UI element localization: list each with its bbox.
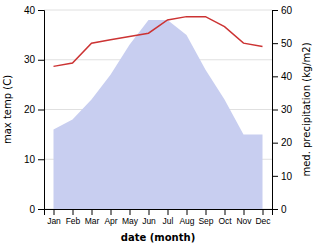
grid-line [44,10,272,11]
tick: Mar [85,209,100,226]
x-axis: Jan Feb Mar Apr MayJun Jul Aug Sep Oct NovDec [45,209,273,226]
tick-label: 20 [24,104,36,115]
tick-label: Feb [66,216,81,226]
y2-axis: 0 10 20 30 40 50 60 [272,5,293,215]
tick-label: May [122,216,139,226]
line [54,17,263,67]
tick-label: Jun [142,216,156,226]
tick: Jun [142,209,156,226]
axis-line [45,210,273,216]
tick-mark [38,209,44,210]
tick: 50 [272,38,293,49]
tick: Jan [47,209,61,226]
tick-mark [92,209,93,215]
axis-line [38,11,45,210]
tick: 20 [24,104,44,115]
tick-label: Jan [47,216,61,226]
axis-line [273,11,279,210]
x-axis-title: date (month) [121,232,195,243]
tick-mark [272,143,278,144]
tick: 40 [272,71,293,82]
tick-mark [272,43,278,44]
tick-label: 0 [29,204,35,215]
tick: 10 [24,154,44,165]
tick: 40 [24,5,44,16]
tick: 20 [272,137,293,148]
tick-label: Oct [218,216,232,226]
tick-mark [38,110,44,111]
tick-label: Mar [85,216,100,226]
tick-mark [130,209,131,215]
y-axis: 0 10 20 30 40 [24,5,45,215]
tick-mark [272,209,278,210]
tick-mark [149,209,150,215]
tick-mark [206,209,207,215]
tick-mark [225,209,226,215]
tick-label: 30 [281,104,293,115]
tick-label: 0 [281,204,287,215]
tick-mark [263,209,264,215]
tick: 0 [29,204,44,215]
tick-mark [272,76,278,77]
tick-label: Sep [198,216,213,226]
tick-mark [38,10,44,11]
tick-label: 40 [24,5,36,16]
tick: Apr [104,209,117,226]
tick: Feb [66,209,81,226]
tick: 10 [272,171,293,182]
marks [54,17,263,209]
tick-mark [272,110,278,111]
tick: May [122,209,139,226]
tick: Nov [236,209,252,226]
y-axis-title: max temp (C) [2,75,13,144]
grid [44,10,272,209]
tick-label: Jul [163,216,174,226]
tick-mark [168,209,169,215]
area [54,20,263,209]
tick-label: Aug [179,216,194,226]
tick-label: Dec [255,216,271,226]
tick-label: Apr [104,216,117,226]
tick-mark [187,209,188,215]
chart: Jan Feb Mar Apr MayJun Jul Aug Sep Oct NovDec 0 10 2… [0,0,318,247]
tick: 0 [272,204,287,215]
tick: Aug [179,209,194,226]
plot: Jan Feb Mar Apr MayJun Jul Aug Sep Oct NovDec 0 10 2… [24,5,293,226]
tick-mark [38,60,44,61]
tick-label: 40 [281,71,293,82]
tick-mark [272,10,278,11]
tick-label: 10 [24,154,36,165]
tick-label: 60 [281,5,293,16]
tick: Jul [163,209,174,226]
tick: 60 [272,5,293,16]
tick-mark [54,209,55,215]
tick: 30 [272,104,293,115]
tick-label: 10 [281,171,293,182]
tick-label: 20 [281,137,293,148]
tick-mark [73,209,74,215]
tick: Dec [255,209,271,226]
y2-axis-title: med. precipitation (kg/m2) [301,42,312,176]
tick-mark [244,209,245,215]
tick: Sep [198,209,213,226]
tick: Oct [218,209,232,226]
tick-label: Nov [236,216,252,226]
tick-mark [111,209,112,215]
tick-label: 30 [24,54,36,65]
tick-mark [38,159,44,160]
tick-label: 50 [281,38,293,49]
tick: 30 [24,54,44,65]
tick-mark [272,176,278,177]
